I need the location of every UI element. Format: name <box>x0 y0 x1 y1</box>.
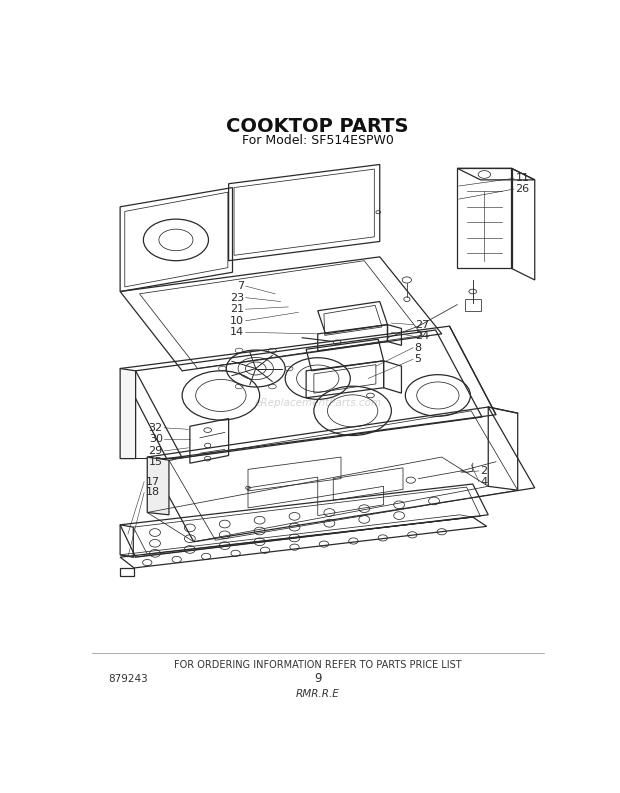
Text: For Model: SF514ESPW0: For Model: SF514ESPW0 <box>242 134 394 147</box>
Text: 23: 23 <box>230 293 244 303</box>
Text: 14: 14 <box>230 328 244 337</box>
Text: COOKTOP PARTS: COOKTOP PARTS <box>226 117 409 136</box>
Text: 11: 11 <box>515 174 529 183</box>
Text: 8: 8 <box>415 343 422 353</box>
Text: 2: 2 <box>480 466 487 476</box>
Text: 27: 27 <box>415 320 429 330</box>
Text: 29: 29 <box>149 446 162 456</box>
Text: 5: 5 <box>415 354 422 364</box>
Text: 9: 9 <box>314 672 322 685</box>
Text: 10: 10 <box>230 316 244 326</box>
Text: 32: 32 <box>149 423 162 433</box>
Text: 7: 7 <box>237 282 244 291</box>
Polygon shape <box>148 457 169 515</box>
Text: 21: 21 <box>230 305 244 314</box>
Text: 4: 4 <box>480 477 487 487</box>
Text: 26: 26 <box>515 184 529 194</box>
Text: 15: 15 <box>149 458 162 467</box>
Text: 24: 24 <box>415 331 429 341</box>
Polygon shape <box>120 369 136 458</box>
Text: 17: 17 <box>146 477 160 487</box>
Text: 879243: 879243 <box>108 674 148 684</box>
Text: 18: 18 <box>146 488 160 497</box>
Text: eReplacementParts.com: eReplacementParts.com <box>254 398 381 408</box>
Text: RMR.R.E: RMR.R.E <box>296 689 340 699</box>
Text: FOR ORDERING INFORMATION REFER TO PARTS PRICE LIST: FOR ORDERING INFORMATION REFER TO PARTS … <box>174 660 461 670</box>
Text: 30: 30 <box>149 435 162 444</box>
